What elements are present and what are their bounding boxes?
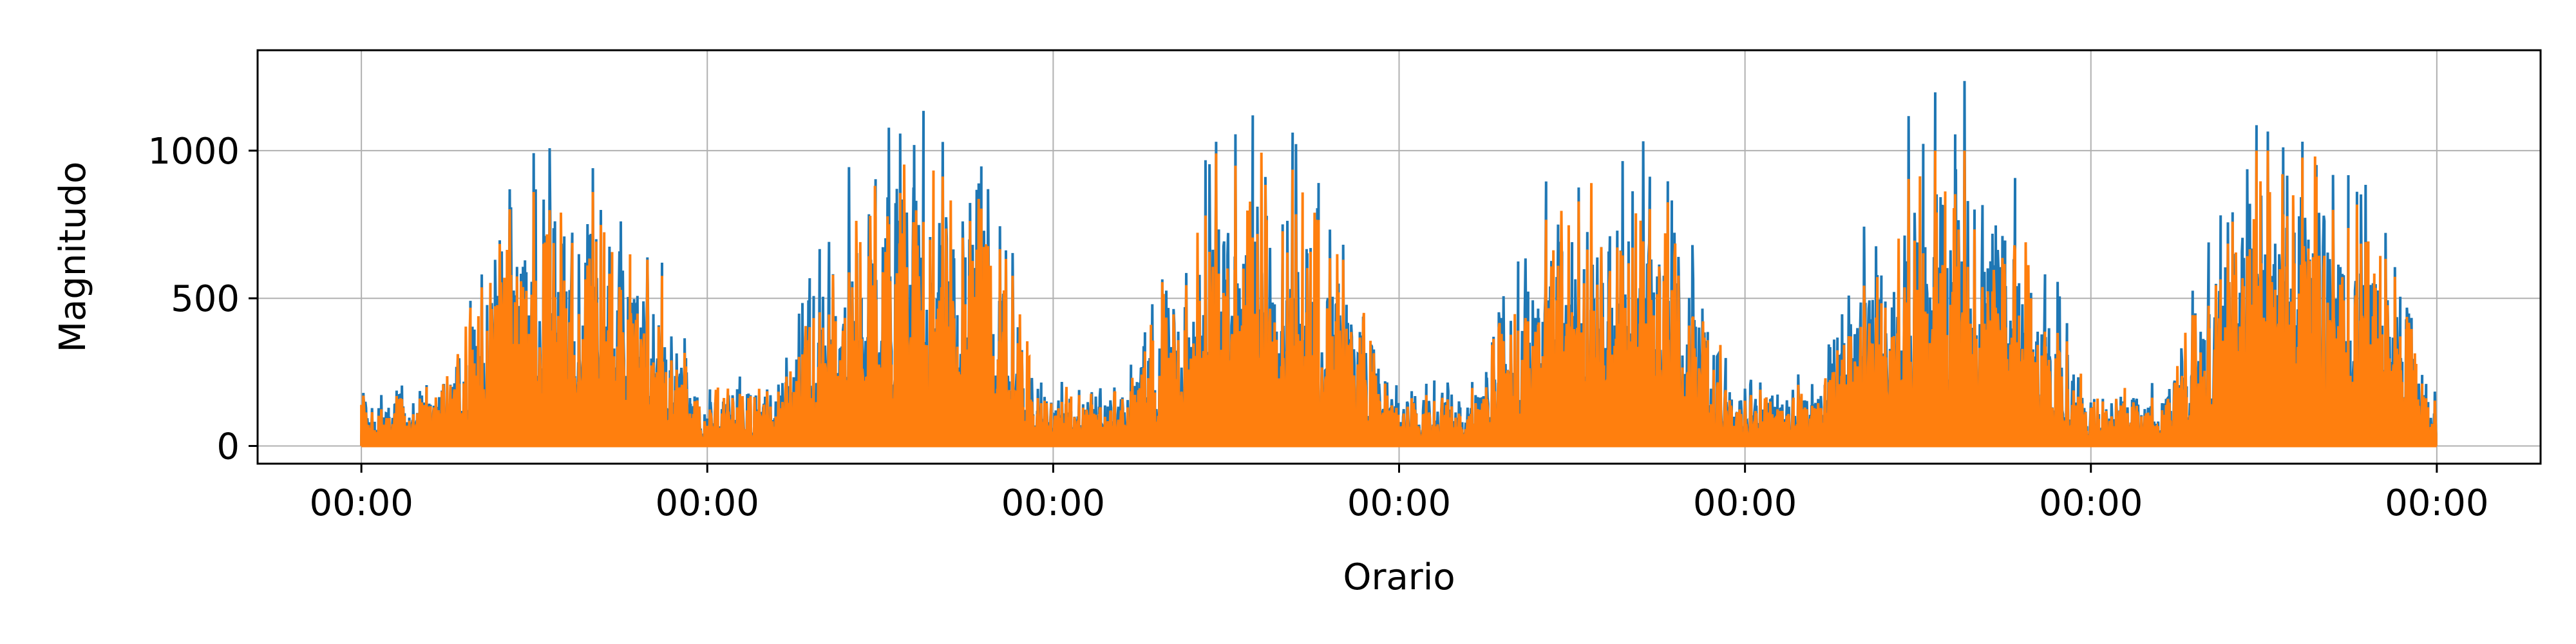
y-tick-label: 0 (216, 426, 240, 468)
x-tick-label: 00:00 (2039, 482, 2143, 524)
x-tick-label: 00:00 (309, 482, 413, 524)
y-tick-label: 500 (171, 278, 240, 320)
series-area (360, 80, 2438, 448)
series-2-line (360, 150, 2438, 448)
y-axis-label: Magnitudo (52, 162, 94, 353)
x-tick-label: 00:00 (1693, 482, 1797, 524)
x-tick-label: 00:00 (656, 482, 759, 524)
x-axis-label: Orario (1343, 556, 1455, 598)
x-tick-label: 00:00 (1347, 482, 1451, 524)
x-axis-ticks: 00:00 00:00 00:00 00:00 00:00 00:00 00:00 (309, 464, 2489, 524)
y-axis-ticks: 0 500 1000 (147, 131, 258, 468)
x-tick-label: 00:00 (2385, 482, 2488, 524)
x-tick-label: 00:00 (1001, 482, 1105, 524)
y-tick-label: 1000 (147, 131, 240, 173)
